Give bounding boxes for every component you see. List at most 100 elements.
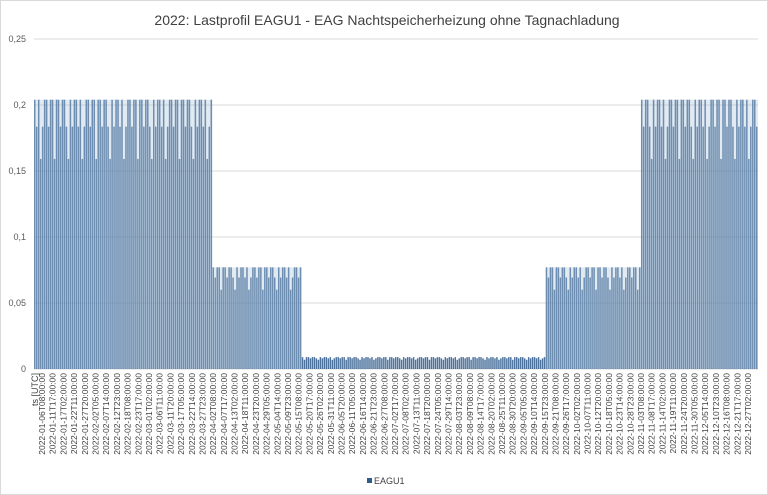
bar xyxy=(168,99,171,369)
x-tick-label: 2022-03-17T05:00:00 xyxy=(176,373,186,455)
bar xyxy=(504,357,506,369)
x-tick-label: 2022-10-23T14:00:00 xyxy=(615,373,625,455)
bar-envelope xyxy=(218,267,221,369)
bar-envelope xyxy=(222,267,225,369)
x-tick-label: 2022-08-03T23:00:00 xyxy=(454,373,464,455)
bar xyxy=(537,357,540,369)
bar-envelope xyxy=(716,99,719,369)
bar-envelope xyxy=(123,99,126,369)
bar xyxy=(204,99,207,369)
bar xyxy=(212,267,214,369)
bar-envelope xyxy=(214,267,217,369)
bar-envelope xyxy=(272,267,275,369)
bar xyxy=(406,357,409,369)
bar xyxy=(75,99,78,369)
bar-envelope xyxy=(551,267,554,369)
bar xyxy=(262,289,264,369)
bar xyxy=(601,277,603,369)
bar-envelope xyxy=(567,267,570,369)
bar xyxy=(512,359,514,369)
bar xyxy=(343,357,345,369)
bar-envelope xyxy=(275,267,278,369)
bar xyxy=(688,99,691,369)
bar xyxy=(391,357,393,369)
bar xyxy=(611,267,613,369)
bar xyxy=(123,158,125,369)
bar-envelope xyxy=(85,99,88,369)
bar-envelope xyxy=(738,99,741,369)
bar xyxy=(99,99,101,369)
bar xyxy=(226,277,228,369)
bar-envelope xyxy=(204,99,207,369)
bar xyxy=(371,357,373,369)
bar-envelope xyxy=(117,99,120,369)
bar xyxy=(722,99,724,369)
x-tick-label: 2022-03-01T02:00:00 xyxy=(144,373,154,455)
bar-envelope xyxy=(283,267,286,369)
bar xyxy=(258,267,260,369)
bar xyxy=(466,357,468,369)
bar xyxy=(613,277,615,369)
bar-envelope xyxy=(557,267,560,369)
bar-envelope xyxy=(658,99,661,369)
bar xyxy=(234,289,236,369)
bar xyxy=(47,126,50,370)
bar xyxy=(293,267,296,369)
bar xyxy=(416,358,419,369)
bar xyxy=(283,267,286,369)
bar xyxy=(529,358,532,369)
bar-envelope xyxy=(135,99,138,369)
bar xyxy=(500,358,502,369)
bar xyxy=(541,358,544,369)
bar-envelope xyxy=(577,267,580,369)
bar xyxy=(95,158,97,369)
bar-envelope xyxy=(51,99,54,369)
bar xyxy=(662,99,665,369)
bar xyxy=(498,359,500,369)
bar-envelope xyxy=(93,99,96,369)
y-tick-label: 0,1 xyxy=(13,232,26,242)
bar xyxy=(744,126,746,370)
bar-envelope xyxy=(585,267,588,369)
bar xyxy=(686,99,689,369)
bar xyxy=(623,289,625,369)
bar xyxy=(176,99,179,369)
bar xyxy=(694,99,697,369)
x-tick-label: 2022-04-13T02:00:00 xyxy=(230,373,240,455)
bar-envelope xyxy=(34,99,36,369)
bar xyxy=(313,357,316,369)
bar xyxy=(519,357,522,369)
bar xyxy=(510,357,512,369)
bar-envelope xyxy=(732,99,735,369)
bar xyxy=(728,99,730,369)
bar xyxy=(543,357,546,369)
bar xyxy=(353,357,355,369)
x-tick-label: 2022-02-07T14:00:00 xyxy=(101,373,111,455)
bar xyxy=(220,289,222,369)
bar xyxy=(563,267,566,369)
bar-envelope xyxy=(137,99,140,369)
bar xyxy=(603,267,605,369)
bar xyxy=(395,357,397,369)
bar-envelope xyxy=(696,99,699,369)
bar-envelope xyxy=(220,267,223,369)
bar-envelope xyxy=(99,99,102,369)
bar xyxy=(246,267,248,369)
bar xyxy=(589,277,591,369)
bar xyxy=(571,277,574,369)
bar-envelope xyxy=(613,267,616,369)
bar xyxy=(240,267,242,369)
bar-envelope xyxy=(549,267,552,369)
bar xyxy=(323,357,326,369)
bar xyxy=(450,357,453,369)
bar xyxy=(117,99,119,369)
bar-envelope xyxy=(680,99,683,369)
bar xyxy=(430,357,433,369)
bar xyxy=(702,126,704,370)
bar xyxy=(160,126,163,370)
bar xyxy=(49,99,52,369)
bar xyxy=(272,267,274,369)
x-tick-label: 2022-03-27T23:00:00 xyxy=(198,373,208,455)
x-tick-label: 2022-07-08T02:00:00 xyxy=(401,373,411,455)
